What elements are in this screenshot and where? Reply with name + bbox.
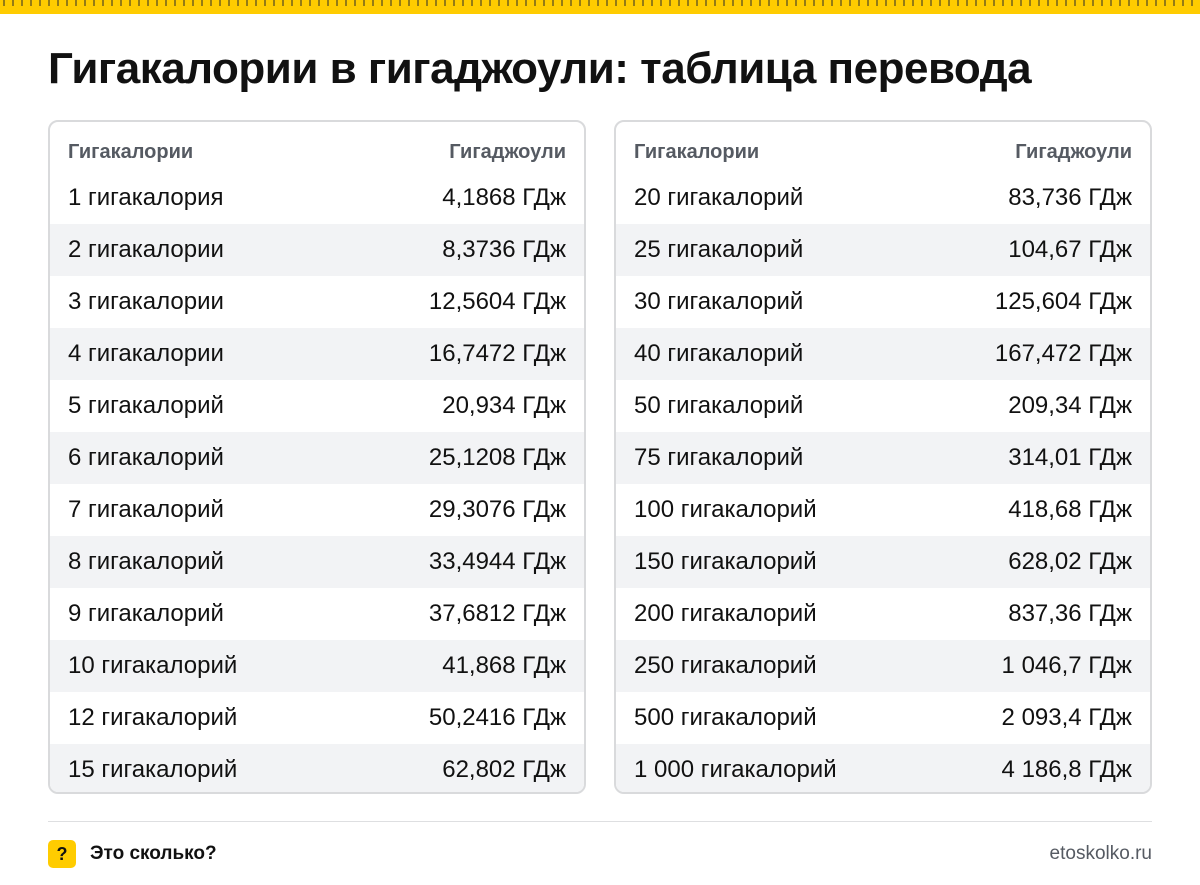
cell-gj: 2 093,4 ГДж <box>1001 704 1132 731</box>
table-body: 20 гигакалорий 83,736 ГДж 25 гигакалорий 10… <box>616 172 1150 792</box>
cell-gj: 1 046,7 ГДж <box>1001 652 1132 679</box>
cell-gj: 37,6812 ГДж <box>428 600 566 627</box>
cell-gcal: 9 гигакалорий <box>68 600 224 627</box>
table-row: 4 гигакалории 16,7472 ГДж <box>50 328 584 380</box>
cell-gj: 50,2416 ГДж <box>428 704 566 731</box>
cell-gj: 4,1868 ГДж <box>442 184 566 211</box>
table-row: 6 гигакалорий 25,1208 ГДж <box>50 432 584 484</box>
conversion-table-left: Гигакалории Гигаджоули 1 гигакалория 4,18… <box>48 120 586 794</box>
table-row: 100 гигакалорий 418,68 ГДж <box>616 484 1150 536</box>
table-row: 12 гигакалорий 50,2416 ГДж <box>50 692 584 744</box>
table-header: Гигакалории Гигаджоули <box>616 122 1150 172</box>
table-row: 1 000 гигакалорий 4 186,8 ГДж <box>616 744 1150 792</box>
table-row: 2 гигакалории 8,3736 ГДж <box>50 224 584 276</box>
table-row: 25 гигакалорий 104,67 ГДж <box>616 224 1150 276</box>
cell-gj: 314,01 ГДж <box>1008 444 1132 471</box>
cell-gj: 209,34 ГДж <box>1008 392 1132 419</box>
cell-gj: 25,1208 ГДж <box>428 444 566 471</box>
header-gcal: Гигакалории <box>68 141 194 163</box>
cell-gcal: 10 гигакалорий <box>68 652 238 679</box>
cell-gcal: 200 гигакалорий <box>634 600 817 627</box>
table-row: 9 гигакалорий 37,6812 ГДж <box>50 588 584 640</box>
cell-gj: 4 186,8 ГДж <box>1001 756 1132 783</box>
cell-gcal: 40 гигакалорий <box>634 340 804 367</box>
table-row: 15 гигакалорий 62,802 ГДж <box>50 744 584 792</box>
table-row: 7 гигакалорий 29,3076 ГДж <box>50 484 584 536</box>
cell-gcal: 150 гигакалорий <box>634 548 817 575</box>
cell-gcal: 5 гигакалорий <box>68 392 224 419</box>
header-gj: Гигаджоули <box>1015 141 1132 163</box>
table-row: 200 гигакалорий 837,36 ГДж <box>616 588 1150 640</box>
cell-gcal: 100 гигакалорий <box>634 496 817 523</box>
cell-gcal: 7 гигакалорий <box>68 496 224 523</box>
cell-gj: 33,4944 ГДж <box>428 548 566 575</box>
cell-gcal: 4 гигакалории <box>68 340 224 367</box>
cell-gcal: 20 гигакалорий <box>634 184 804 211</box>
cell-gcal: 6 гигакалорий <box>68 444 224 471</box>
table-row: 10 гигакалорий 41,868 ГДж <box>50 640 584 692</box>
cell-gcal: 25 гигакалорий <box>634 236 804 263</box>
header-gj: Гигаджоули <box>449 141 566 163</box>
question-mark-icon: ? <box>48 840 76 868</box>
cell-gj: 16,7472 ГДж <box>428 340 566 367</box>
table-row: 1 гигакалория 4,1868 ГДж <box>50 172 584 224</box>
cell-gcal: 15 гигакалорий <box>68 756 238 783</box>
site-url[interactable]: etoskolko.ru <box>1049 843 1152 864</box>
cell-gcal: 50 гигакалорий <box>634 392 804 419</box>
cell-gcal: 1 гигакалория <box>68 184 224 211</box>
ruler-strip <box>0 0 1200 14</box>
cell-gcal: 8 гигакалорий <box>68 548 224 575</box>
cell-gj: 418,68 ГДж <box>1008 496 1132 523</box>
cell-gj: 83,736 ГДж <box>1008 184 1132 211</box>
cell-gcal: 75 гигакалорий <box>634 444 804 471</box>
table-row: 500 гигакалорий 2 093,4 ГДж <box>616 692 1150 744</box>
table-row: 150 гигакалорий 628,02 ГДж <box>616 536 1150 588</box>
brand-name: Это сколько? <box>90 843 217 864</box>
cell-gcal: 3 гигакалории <box>68 288 224 315</box>
ruler-ticks <box>3 0 1193 6</box>
cell-gj: 628,02 ГДж <box>1008 548 1132 575</box>
cell-gj: 167,472 ГДж <box>994 340 1132 367</box>
table-row: 5 гигакалорий 20,934 ГДж <box>50 380 584 432</box>
table-row: 50 гигакалорий 209,34 ГДж <box>616 380 1150 432</box>
cell-gcal: 2 гигакалории <box>68 236 224 263</box>
cell-gj: 12,5604 ГДж <box>428 288 566 315</box>
conversion-table-right: Гигакалории Гигаджоули 20 гигакалорий 83,… <box>614 120 1152 794</box>
table-row: 40 гигакалорий 167,472 ГДж <box>616 328 1150 380</box>
cell-gj: 20,934 ГДж <box>442 392 566 419</box>
table-row: 30 гигакалорий 125,604 ГДж <box>616 276 1150 328</box>
cell-gj: 29,3076 ГДж <box>428 496 566 523</box>
cell-gj: 837,36 ГДж <box>1008 600 1132 627</box>
cell-gj: 8,3736 ГДж <box>442 236 566 263</box>
cell-gj: 104,67 ГДж <box>1008 236 1132 263</box>
table-body: 1 гигакалория 4,1868 ГДж 2 гигакалории 8,37… <box>50 172 584 792</box>
cell-gj: 62,802 ГДж <box>442 756 566 783</box>
cell-gcal: 30 гигакалорий <box>634 288 804 315</box>
table-row: 3 гигакалории 12,5604 ГДж <box>50 276 584 328</box>
cell-gcal: 500 гигакалорий <box>634 704 817 731</box>
table-row: 75 гигакалорий 314,01 ГДж <box>616 432 1150 484</box>
cell-gcal: 1 000 гигакалорий <box>634 756 837 783</box>
cell-gj: 125,604 ГДж <box>994 288 1132 315</box>
page-title: Гигакалории в гигаджоули: таблица перево… <box>48 44 1032 93</box>
table-header: Гигакалории Гигаджоули <box>50 122 584 172</box>
table-row: 8 гигакалорий 33,4944 ГДж <box>50 536 584 588</box>
cell-gj: 41,868 ГДж <box>442 652 566 679</box>
cell-gcal: 250 гигакалорий <box>634 652 817 679</box>
table-row: 250 гигакалорий 1 046,7 ГДж <box>616 640 1150 692</box>
cell-gcal: 12 гигакалорий <box>68 704 238 731</box>
table-row: 20 гигакалорий 83,736 ГДж <box>616 172 1150 224</box>
footer-divider <box>48 821 1152 822</box>
header-gcal: Гигакалории <box>634 141 760 163</box>
